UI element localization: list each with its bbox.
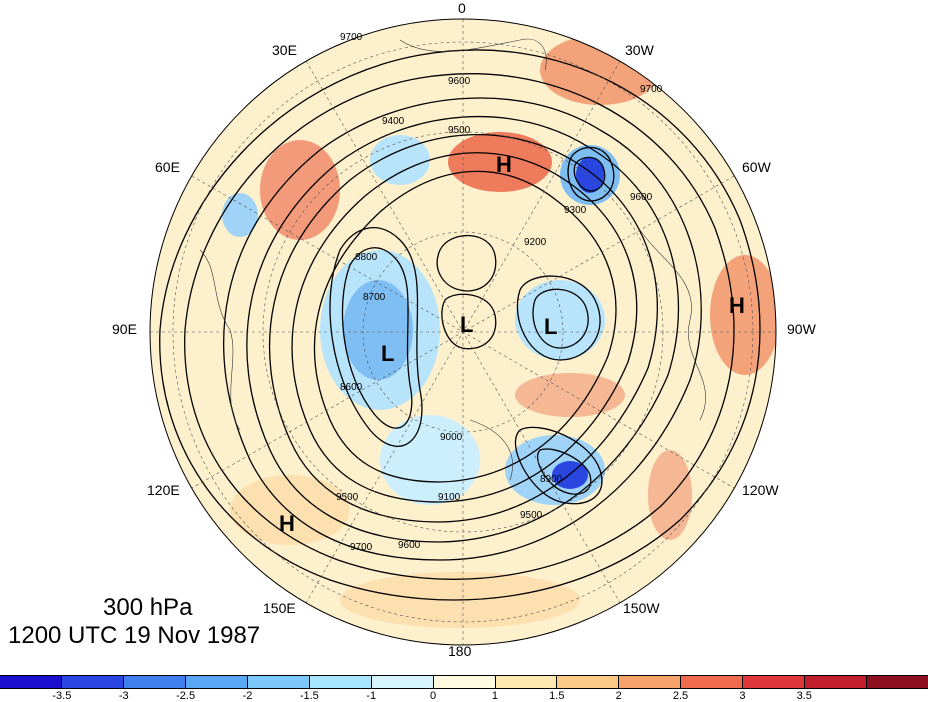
contour-label: 8600	[340, 382, 363, 393]
colorbar-tick-label: 2.5	[672, 690, 689, 702]
colorbar-segment	[867, 676, 928, 688]
cold-anomaly	[222, 193, 258, 237]
colorbar-segment	[0, 676, 62, 688]
colorbar-tick-label: -2	[242, 690, 253, 702]
valid-time-label: 1200 UTC 19 Nov 1987	[8, 622, 261, 649]
cold-anomaly	[576, 157, 604, 193]
colorbar-segment	[619, 676, 682, 688]
colorbar-segment	[61, 676, 124, 688]
contour-label: 9700	[340, 32, 363, 43]
polar-stereographic-map: H H H L L L 9700 9600 9500 9400 9300 920…	[149, 18, 777, 646]
coastlines	[199, 38, 706, 481]
colorbar-tick-label: 2	[615, 690, 622, 702]
contour-label: 9600	[398, 540, 421, 551]
colorbar-tick-label: -3	[118, 690, 129, 702]
colorbar-segment	[805, 676, 868, 688]
colorbar-segment	[123, 676, 186, 688]
colorbar-tick-label: 0	[430, 690, 437, 702]
lon-label-150e: 150E	[263, 600, 296, 616]
contour-label: 9600	[630, 192, 653, 203]
colorbar-tick-label: -1	[366, 690, 377, 702]
lon-label-30w: 30W	[625, 42, 654, 58]
colorbar-segment	[743, 676, 806, 688]
lon-label-120w: 120W	[742, 482, 779, 498]
contour-label: 9500	[336, 492, 359, 503]
contour-label: 9200	[524, 237, 547, 248]
lon-label-120e: 120E	[147, 482, 180, 498]
lon-label-90e: 90E	[112, 321, 137, 337]
contour-label: 9000	[440, 432, 463, 443]
colorbar-tick-label: -2.5	[176, 690, 196, 702]
cold-anomaly	[370, 135, 430, 185]
cold-anomaly	[552, 461, 588, 489]
lon-label-60e: 60E	[155, 159, 180, 175]
warm-anomaly	[648, 450, 692, 540]
map-boundary	[149, 18, 777, 646]
warm-anomaly	[260, 140, 340, 240]
colorbar-segment	[433, 676, 496, 688]
contour-label: 9500	[448, 125, 471, 136]
colorbar-tick-label: 1.5	[549, 690, 565, 702]
high-center: H	[279, 511, 295, 536]
colorbar-segment	[309, 676, 372, 688]
lon-label-150w: 150W	[623, 600, 660, 616]
contour-label: 8900	[540, 474, 563, 485]
warm-anomaly	[710, 255, 776, 375]
colorbar-segment	[371, 676, 434, 688]
contour-label: 8700	[363, 292, 386, 303]
cold-anomaly	[380, 415, 480, 505]
contour-label: 9700	[640, 84, 663, 95]
height-contours	[159, 49, 761, 601]
low-center: L	[460, 312, 473, 337]
contour-label: 9500	[520, 510, 543, 521]
high-center: H	[496, 152, 512, 177]
warm-anomaly	[230, 475, 350, 545]
contour-label: 9700	[350, 542, 373, 553]
pressure-level-label: 300 hPa	[103, 594, 193, 621]
colorbar-segment	[185, 676, 248, 688]
low-center: L	[544, 314, 557, 339]
high-center: H	[729, 293, 745, 318]
cold-anomaly	[343, 280, 413, 380]
contour-label: 9300	[564, 205, 587, 216]
graticule	[150, 19, 776, 645]
contour-label: 9600	[448, 76, 471, 87]
colorbar-tick-label: 1	[491, 690, 498, 702]
colorbar-tick-label: 3.5	[796, 690, 812, 702]
colorbar-segment	[681, 676, 744, 688]
lon-label-180: 180	[448, 643, 472, 659]
low-center: L	[381, 341, 394, 366]
warm-anomaly	[515, 373, 625, 417]
lon-label-90w: 90W	[787, 321, 816, 337]
colorbar-segment	[495, 676, 558, 688]
colorbar-tick-label: -3.5	[52, 690, 72, 702]
lon-label-0: 0	[458, 0, 466, 16]
contour-label: 8800	[355, 252, 378, 263]
colorbar-segment	[247, 676, 310, 688]
colorbar	[0, 675, 928, 689]
contour-label: 9100	[438, 492, 461, 503]
lon-label-30e: 30E	[272, 42, 297, 58]
colorbar-tick-label: 3	[739, 690, 746, 702]
warm-anomaly	[448, 132, 552, 192]
colorbar-segment	[557, 676, 620, 688]
lon-label-60w: 60W	[742, 159, 771, 175]
colorbar-tick-label: -1.5	[299, 690, 319, 702]
contour-label: 9400	[382, 116, 405, 127]
